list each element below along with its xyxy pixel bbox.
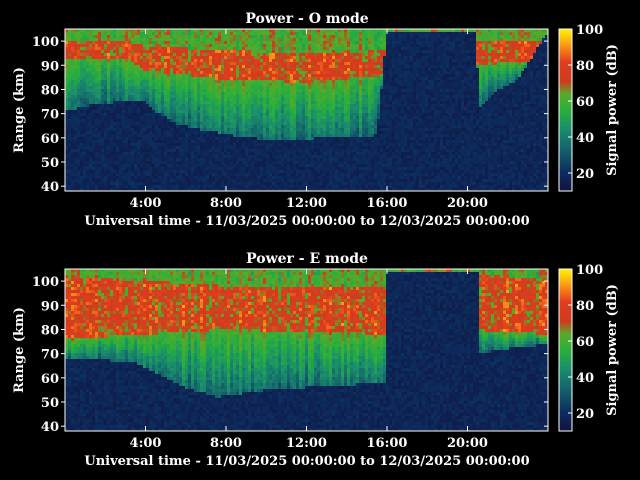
colorbar-ticks: 20 40 60 80 100 [568, 263, 603, 422]
y-tick-label: 90 [41, 59, 59, 74]
y-tick-label: 50 [41, 396, 59, 411]
x-tick-label: 16:00 [367, 436, 408, 451]
y-tick-label: 70 [41, 108, 59, 123]
panel-o-mode: Power - O mode 40 50 60 70 80 90 100 4:00 8:00 1… [12, 11, 620, 229]
x-tick-label: 20:00 [447, 436, 488, 451]
y-tick-label: 70 [41, 348, 59, 363]
y-tick-label: 100 [32, 275, 59, 290]
y-tick-label: 80 [41, 323, 59, 338]
chart-title: Power - O mode [245, 11, 368, 27]
y-tick-label: 40 [41, 420, 59, 435]
colorbar-tick-label: 80 [576, 299, 594, 314]
colorbar-tick-label: 40 [576, 371, 594, 386]
x-axis-label: Universal time - 11/03/2025 00:00:00 to … [84, 214, 529, 229]
x-tick-label: 12:00 [286, 436, 327, 451]
colorbar-tick-label: 40 [576, 131, 594, 146]
colorbar-tick-label: 60 [576, 95, 594, 110]
y-axis-label: Range (km) [12, 307, 27, 393]
y-ticks: 40 50 60 70 80 90 100 [32, 275, 548, 435]
chart-title: Power - E mode [246, 251, 368, 267]
x-ticks: 4:00 8:00 12:00 16:00 20:00 [130, 269, 488, 451]
colorbar-label: Signal power (dB) [605, 44, 620, 176]
y-tick-label: 90 [41, 299, 59, 314]
colorbar-tick-label: 20 [576, 167, 594, 182]
y-ticks: 40 50 60 70 80 90 100 [32, 35, 548, 195]
colorbar [558, 28, 573, 192]
colorbar [558, 268, 573, 432]
x-tick-label: 12:00 [286, 196, 327, 211]
x-tick-label: 8:00 [210, 196, 242, 211]
x-tick-label: 4:00 [130, 436, 162, 451]
colorbar-tick-label: 80 [576, 59, 594, 74]
heatmap-cells [65, 269, 548, 431]
y-tick-label: 80 [41, 83, 59, 98]
colorbar-tick-label: 20 [576, 407, 594, 422]
y-tick-label: 100 [32, 35, 59, 50]
colorbar-tick-label: 100 [576, 263, 603, 278]
x-axis-label: Universal time - 11/03/2025 00:00:00 to … [84, 454, 529, 469]
panel-e-mode: Power - E mode 40 50 60 70 80 90 100 4:00 8:00 1… [12, 251, 620, 469]
y-axis-label: Range (km) [12, 67, 27, 153]
x-tick-label: 20:00 [447, 196, 488, 211]
colorbar-ticks: 20 40 60 80 100 [568, 23, 603, 182]
x-tick-label: 16:00 [367, 196, 408, 211]
x-ticks: 4:00 8:00 12:00 16:00 20:00 [130, 29, 488, 211]
y-tick-label: 50 [41, 156, 59, 171]
colorbar-tick-label: 100 [576, 23, 603, 38]
x-tick-label: 4:00 [130, 196, 162, 211]
heatmap-cells [65, 29, 548, 191]
y-tick-label: 60 [41, 132, 59, 147]
y-tick-label: 40 [41, 180, 59, 195]
colorbar-tick-label: 60 [576, 335, 594, 350]
y-tick-label: 60 [41, 372, 59, 387]
x-tick-label: 8:00 [210, 436, 242, 451]
colorbar-label: Signal power (dB) [605, 284, 620, 416]
